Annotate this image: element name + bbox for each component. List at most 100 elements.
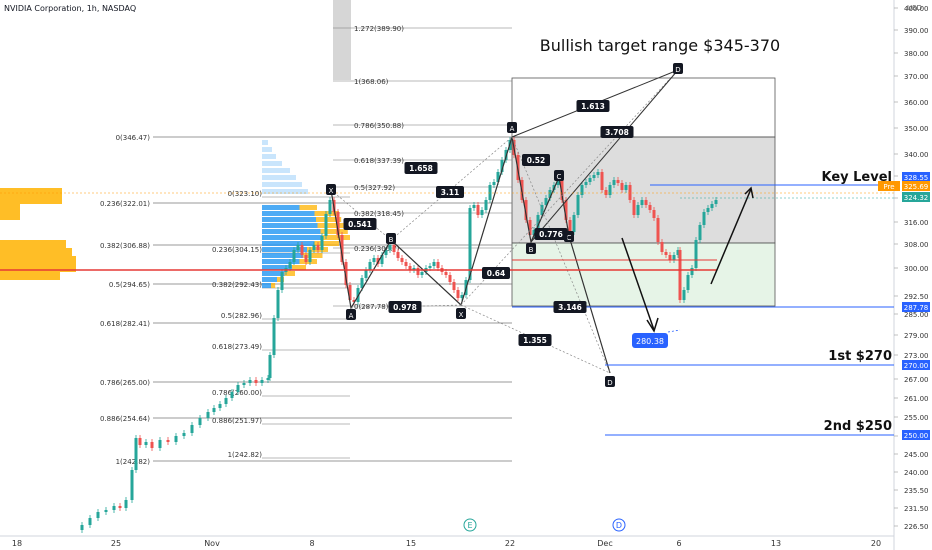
pattern-point-box — [673, 63, 683, 74]
candle-body — [444, 272, 448, 275]
volume-bar-light — [262, 182, 302, 187]
pattern-point-box — [346, 309, 356, 320]
price-badge-text: 324.32 — [904, 194, 929, 202]
y-tick-label: 261.00 — [904, 395, 929, 403]
volume-profile — [0, 140, 350, 288]
volume-bar-blue — [262, 253, 304, 258]
pattern-point-label: C — [567, 234, 572, 242]
candle-body — [496, 172, 500, 182]
pattern-point-label: X — [459, 311, 464, 319]
fib-mid-label: 0.618(273.49) — [212, 343, 262, 351]
candle-body — [616, 180, 620, 183]
candle-body — [268, 355, 272, 378]
candle-body — [404, 262, 408, 266]
y-tick-label: 340.00 — [904, 151, 929, 159]
y-tick-label: 255.00 — [904, 414, 929, 422]
candle-body — [686, 275, 690, 290]
dividend-marker[interactable]: D — [616, 521, 622, 530]
volume-bar-orange — [303, 253, 323, 258]
volume-bar-orange — [299, 259, 317, 264]
candle-body — [182, 433, 186, 436]
ratio-box — [534, 228, 568, 240]
second-target-text: 2nd $250 — [824, 419, 892, 434]
candle-body — [528, 220, 532, 235]
ratio-label: 3.708 — [605, 128, 629, 137]
pattern-point-box — [326, 184, 336, 195]
price-badge-text: 270.00 — [904, 362, 929, 370]
candle-body — [564, 200, 568, 220]
candle-body — [428, 266, 432, 268]
candle-body — [312, 245, 316, 250]
price-badge — [902, 181, 930, 191]
candle-body — [396, 252, 400, 258]
y-tick-label: 350.00 — [904, 125, 929, 133]
y-tick-label: 279.00 — [904, 332, 929, 340]
ratio-label: 3.11 — [441, 188, 460, 197]
candle-body — [532, 230, 536, 235]
pattern-point-label: A — [349, 312, 354, 320]
volume-bar-orange — [314, 211, 339, 216]
candle-body — [476, 205, 480, 215]
price-badge-text: 250.00 — [904, 432, 929, 440]
ratio-box — [404, 162, 438, 174]
y-tick-label: 235.50 — [904, 487, 929, 495]
x-tick-label: 8 — [309, 539, 314, 548]
volume-bar-blue — [262, 223, 318, 228]
candle-body — [134, 438, 138, 470]
earnings-marker[interactable]: E — [467, 521, 472, 530]
candle-body — [492, 182, 496, 185]
candle-body — [682, 290, 686, 300]
green-zone — [511, 242, 776, 307]
fib-left-label: 0.786(265.00) — [100, 379, 150, 387]
candle-body — [212, 408, 216, 412]
candle-body — [656, 218, 660, 242]
fib-ext-label: 0.5(327.92) — [354, 184, 395, 192]
fib-mid-label: 0(323.10) — [228, 190, 263, 198]
volume-bar-light — [262, 189, 308, 194]
pattern-point-label: A — [510, 125, 515, 133]
volume-bar-left — [0, 256, 76, 264]
volume-bar-light — [262, 147, 272, 152]
candle-body — [652, 210, 656, 218]
low-marker-text: 280.38 — [636, 337, 664, 346]
ratio-box — [518, 334, 552, 346]
ratio-label: 1.355 — [523, 336, 547, 345]
ratio-box — [436, 186, 464, 198]
candle-body — [536, 215, 540, 230]
candle-body — [580, 185, 584, 195]
ratio-label: 0.541 — [348, 220, 372, 229]
plot-area — [0, 0, 894, 536]
candle-body — [468, 208, 472, 280]
ratio-label: 3.146 — [558, 303, 582, 312]
x-tick-label: Dec — [597, 539, 612, 548]
candle-body — [368, 262, 372, 270]
fib-ext-label: 0.382(318.45) — [354, 210, 404, 218]
gray-zone — [511, 136, 776, 244]
chart-title: NVIDIA Corporation, 1h, NASDAQ — [4, 4, 136, 13]
candle-body — [624, 185, 628, 190]
volume-bar-orange — [299, 205, 317, 210]
candle-body — [620, 183, 624, 190]
pattern-point-box — [605, 376, 615, 387]
candle-body — [710, 204, 714, 208]
candle-body — [112, 506, 116, 510]
volume-bar-orange — [314, 241, 339, 246]
ratio-label: 0.776 — [539, 230, 563, 239]
volume-bar-orange — [316, 217, 342, 222]
y-tick-label: 267.00 — [904, 376, 929, 384]
price-badge — [878, 181, 900, 191]
candle-body — [612, 180, 616, 185]
key-level-text: Key Level — [821, 170, 892, 185]
candle-body — [556, 180, 560, 185]
candle-body — [158, 440, 162, 448]
volume-bar-left — [0, 272, 60, 280]
price-badge — [902, 172, 930, 182]
y-tick-label: 308.00 — [904, 241, 929, 249]
x-tick-label: 20 — [871, 539, 881, 548]
time-axis[interactable]: 18 25 Nov 8 15 22 Dec 6 13 20 — [12, 539, 881, 548]
fib-mid-label: 0.5(282.96) — [221, 312, 262, 320]
price-axis[interactable]: 226.50 231.50 235.50 240.00 245.00 250.00 255.… — [894, 5, 929, 531]
candle-body — [242, 383, 246, 385]
fib-mid-label: 0.236(304.15) — [212, 246, 262, 254]
